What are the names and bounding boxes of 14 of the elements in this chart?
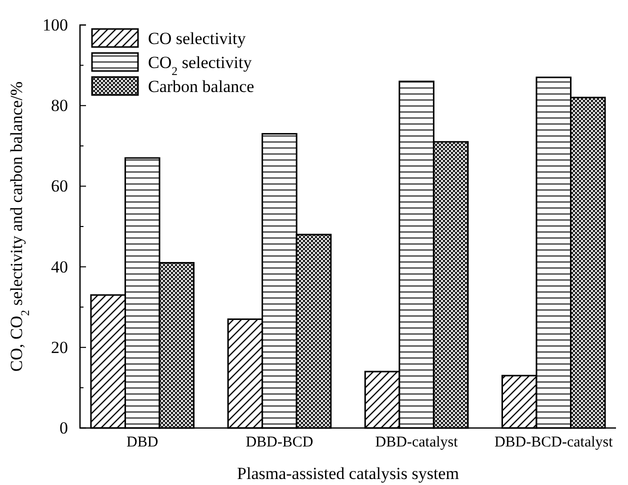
legend-label: CO$_{2}$ selectivity bbox=[148, 53, 252, 78]
y-tick-label: 0 bbox=[60, 418, 68, 438]
y-tick-label: 80 bbox=[51, 96, 68, 116]
y-tick-label: 40 bbox=[51, 257, 68, 276]
legend-label: CO selectivity bbox=[148, 29, 246, 48]
legend-label: Carbon balance bbox=[148, 77, 254, 96]
y-tick-label: 100 bbox=[42, 15, 68, 34]
x-tick-label: DBD-BCD bbox=[246, 434, 314, 451]
y-tick-label: 20 bbox=[51, 338, 68, 357]
y-tick-label: 60 bbox=[51, 176, 68, 196]
x-tick-label: DBD-BCD-catalyst bbox=[494, 434, 614, 451]
x-tick-label: DBD bbox=[126, 434, 158, 451]
x-axis-title: Plasma-assisted catalysis system bbox=[237, 464, 459, 483]
x-tick-label: DBD-catalyst bbox=[375, 434, 459, 451]
